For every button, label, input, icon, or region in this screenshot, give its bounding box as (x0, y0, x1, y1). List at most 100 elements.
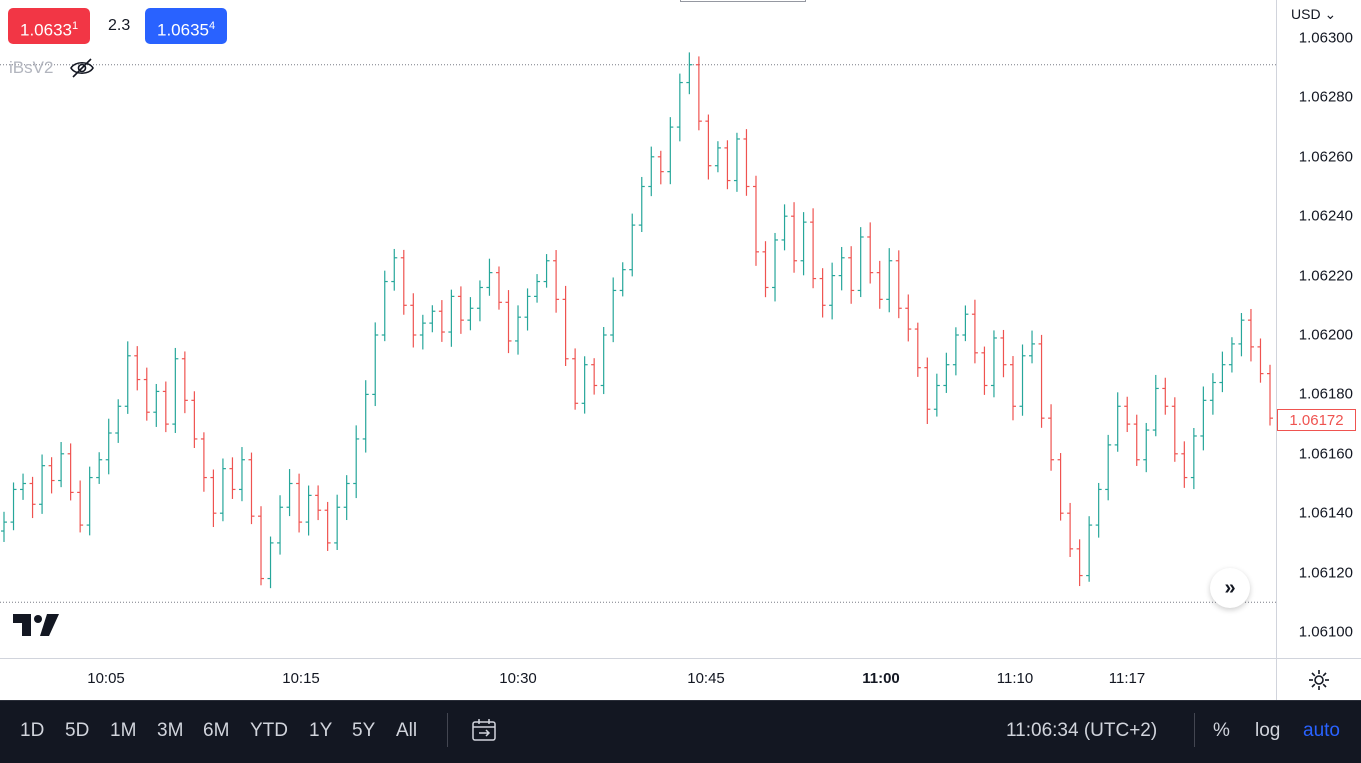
ohlc-bar (219, 458, 226, 522)
ohlc-bar (96, 452, 103, 484)
auto-toggle[interactable]: auto (1303, 720, 1340, 741)
price-label: 1.06260 (1298, 148, 1353, 166)
ohlc-bar (467, 297, 474, 331)
price-label: 1.06280 (1298, 88, 1353, 106)
ohlc-bar (334, 494, 341, 551)
ohlc-bar (324, 501, 331, 551)
price-label: 1.06100 (1298, 623, 1353, 641)
ohlc-bar (1143, 422, 1150, 473)
ohlc-bar (943, 352, 950, 393)
ohlc-bar (229, 457, 236, 499)
ohlc-bars (0, 52, 1276, 603)
ohlc-bar (153, 383, 160, 427)
ohlc-bar (115, 399, 122, 443)
ohlc-bar (886, 248, 893, 313)
ohlc-bar (676, 73, 683, 142)
ohlc-bar (248, 452, 255, 525)
ohlc-bar (200, 432, 207, 492)
time-label: 11:17 (1108, 670, 1146, 687)
ohlc-bar (495, 266, 502, 310)
ohlc-bar (752, 175, 759, 266)
ohlc-bar (429, 305, 436, 333)
percent-toggle[interactable]: % (1213, 720, 1230, 741)
ohlc-bar (610, 277, 617, 343)
ohlc-bar (77, 480, 84, 533)
tradingview-logo[interactable] (13, 614, 59, 643)
ohlc-bar (372, 322, 379, 407)
pane-drag-handle[interactable] (680, 0, 806, 2)
ohlc-bar (762, 241, 769, 298)
price-label: 1.06300 (1298, 29, 1353, 47)
currency-label: USD (1291, 6, 1321, 22)
gear-icon (1309, 669, 1329, 690)
range-5d[interactable]: 5D (65, 720, 90, 741)
ohlc-bar (267, 536, 274, 589)
range-1y[interactable]: 1Y (309, 720, 333, 741)
range-1d[interactable]: 1D (20, 720, 45, 741)
ohlc-bar (48, 457, 55, 494)
sell-price: 1.0633 (20, 20, 72, 40)
time-label: 11:00 (862, 670, 900, 687)
ohlc-bar (362, 380, 369, 453)
bottom-toolbar: 1D 5D 1M 3M 6M YTD 1Y 5Y All 11:06:34 (U… (0, 700, 1361, 763)
ohlc-bar (638, 176, 645, 233)
ohlc-bar (315, 485, 322, 521)
price-label: 1.06140 (1298, 504, 1353, 522)
ohlc-bar (971, 299, 978, 364)
ohlc-bar (1000, 329, 1007, 378)
ohlc-bar (505, 290, 512, 354)
price-axis[interactable]: USD ⌄ 1.06300 1.06280 1.06260 1.06240 1.0622… (1276, 0, 1361, 658)
range-1m[interactable]: 1M (110, 720, 137, 741)
sell-button[interactable]: 1.06331 (8, 8, 91, 44)
range-5y[interactable]: 5Y (352, 720, 376, 741)
ohlc-bar (515, 305, 522, 355)
ohlc-bar (1, 511, 7, 542)
ohlc-bar (105, 418, 112, 475)
ohlc-bar (819, 268, 826, 318)
chart-pane[interactable]: 1.06331 2.3 1.06354 iBsV2 » (0, 0, 1276, 658)
clock-timezone[interactable]: 11:06:34 (UTC+2) (1006, 720, 1158, 741)
ohlc-bar (1200, 386, 1207, 451)
ohlc-bar (1086, 516, 1093, 582)
currency-select[interactable]: USD ⌄ (1291, 6, 1336, 23)
ohlc-bar (39, 454, 46, 514)
ohlc-bar (772, 232, 779, 302)
scroll-to-realtime-button[interactable]: » (1210, 568, 1250, 608)
ohlc-bar (1209, 373, 1216, 415)
range-3m[interactable]: 3M (157, 720, 184, 741)
ohlc-bar (657, 150, 664, 185)
ohlc-bar (714, 141, 721, 173)
chart-settings-button[interactable] (1276, 658, 1361, 700)
ohlc-bar (572, 348, 579, 410)
range-all[interactable]: All (396, 720, 418, 741)
buy-button[interactable]: 1.06354 (145, 8, 228, 44)
ohlc-bar (67, 443, 74, 501)
price-label: 1.06120 (1298, 564, 1353, 582)
ohlc-bar (391, 248, 398, 291)
range-6m[interactable]: 6M (203, 720, 230, 741)
ohlc-bar (591, 358, 598, 395)
ohlc-bar (705, 114, 712, 180)
ohlc-bar (1114, 392, 1121, 452)
eye-off-icon[interactable] (69, 57, 95, 84)
ohlc-bar (162, 381, 169, 433)
ohlc-bar (1048, 404, 1055, 471)
ohlc-bar (1238, 313, 1245, 357)
range-ytd[interactable]: YTD (250, 720, 288, 741)
ohlc-bar (438, 300, 445, 342)
ohlc-bar (581, 356, 588, 414)
ohlc-bar (1057, 453, 1064, 521)
ohlc-bar (1124, 396, 1131, 433)
time-axis[interactable]: 10:05 10:15 10:30 10:45 11:00 11:10 11:17 (0, 658, 1276, 700)
ohlc-bar (1038, 334, 1045, 428)
ohlc-bar (952, 327, 959, 376)
date-range-button[interactable] (471, 718, 497, 750)
ohlc-bar (524, 288, 531, 331)
toolbar-divider (447, 713, 448, 747)
price-label: 1.06220 (1298, 267, 1353, 285)
indicator-legend[interactable]: iBsV2 (9, 58, 54, 77)
last-price-tag: 1.06172 (1277, 409, 1356, 431)
ohlc-bar (629, 213, 636, 277)
ohlc-bar (981, 346, 988, 395)
log-toggle[interactable]: log (1255, 720, 1281, 741)
